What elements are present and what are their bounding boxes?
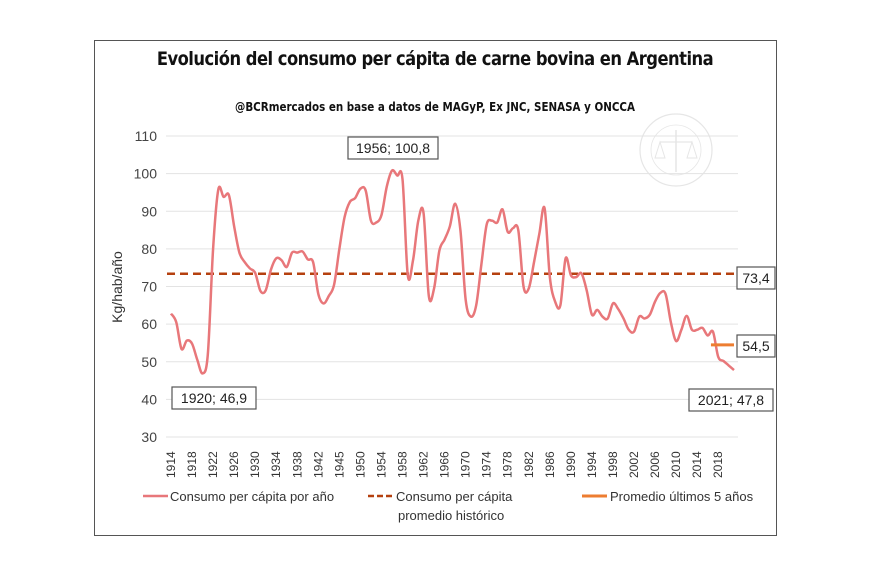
annotation-min-1920: 1920; 46,9 xyxy=(171,386,257,410)
annotations-layer: 1956; 100,8 1920; 46,9 2021; 47,8 73,4 54,5 xyxy=(171,136,776,412)
legend-item: Promedio últimos 5 años xyxy=(582,489,754,504)
legend-label: promedio histórico xyxy=(398,508,504,523)
annotation-box xyxy=(736,334,776,358)
x-tick-label: 1950 xyxy=(353,451,367,478)
annotation-last-5-years-average: 54,5 xyxy=(736,334,776,358)
annotation-label: 2021; 47,8 xyxy=(698,392,764,408)
annotation-historical-average: 73,4 xyxy=(736,266,776,290)
annotation-max-1956: 1956; 100,8 xyxy=(347,136,439,160)
y-tick-label: 50 xyxy=(141,354,157,370)
x-tick-label: 1926 xyxy=(227,451,241,478)
consumption-series-line xyxy=(169,168,735,375)
y-tick-label: 80 xyxy=(141,241,157,257)
y-axis-ticks: 30 40 50 60 70 80 90 100 110 xyxy=(134,128,158,445)
x-tick-label: 1938 xyxy=(290,451,304,478)
legend-item: Consumo per cápita por año xyxy=(143,489,334,504)
series-layer xyxy=(167,168,738,375)
y-tick-label: 70 xyxy=(141,279,157,295)
x-tick-label: 2014 xyxy=(690,451,704,478)
x-tick-label: 2002 xyxy=(627,451,641,478)
x-tick-label: 2018 xyxy=(711,451,725,478)
chart-frame xyxy=(94,40,777,536)
x-tick-label: 1994 xyxy=(585,451,599,478)
x-tick-label: 1954 xyxy=(374,451,388,478)
y-tick-label: 60 xyxy=(141,316,157,332)
y-tick-label: 40 xyxy=(141,391,157,407)
x-tick-label: 1982 xyxy=(522,451,536,478)
x-tick-label: 1990 xyxy=(564,451,578,478)
chart-subtitle: @BCRmercados en base a datos de MAGyP, E… xyxy=(234,100,636,114)
annotation-label: 73,4 xyxy=(742,270,769,286)
x-tick-label: 1970 xyxy=(459,451,473,478)
x-tick-label: 1974 xyxy=(480,451,494,478)
y-tick-label: 90 xyxy=(141,203,157,219)
annotation-box xyxy=(736,266,776,290)
x-tick-label: 1930 xyxy=(248,451,262,478)
annotation-label: 1956; 100,8 xyxy=(356,140,430,156)
x-tick-label: 1942 xyxy=(311,451,325,478)
legend: Consumo per cápita por año Consumo per cá… xyxy=(143,489,754,523)
y-tick-label: 100 xyxy=(134,166,158,182)
legend-label: Consumo per cápita xyxy=(396,489,513,504)
annotation-box xyxy=(171,386,257,410)
annotation-last-2021: 2021; 47,8 xyxy=(688,388,774,412)
annotation-box xyxy=(688,388,774,412)
x-tick-label: 2006 xyxy=(648,451,662,478)
y-axis-label: Kg/hab/año xyxy=(109,251,125,323)
legend-label: Promedio últimos 5 años xyxy=(610,489,754,504)
chart-title: Evolución del consumo per cápita de carn… xyxy=(156,48,714,70)
legend-label: Consumo per cápita por año xyxy=(170,489,334,504)
annotation-label: 54,5 xyxy=(742,338,769,354)
x-axis-ticks: 1914 1918 1922 1926 1930 1934 1938 1942 1945 1950… xyxy=(164,451,725,478)
x-tick-label: 1986 xyxy=(543,451,557,478)
x-tick-label: 1978 xyxy=(501,451,515,478)
y-tick-label: 30 xyxy=(141,429,157,445)
annotation-label: 1920; 46,9 xyxy=(181,390,247,406)
x-tick-label: 1934 xyxy=(269,451,283,478)
y-tick-label: 110 xyxy=(135,128,158,144)
x-tick-label: 2010 xyxy=(669,451,683,478)
gridlines xyxy=(166,135,738,438)
x-tick-label: 1966 xyxy=(438,451,452,478)
x-tick-label: 1922 xyxy=(206,451,220,478)
watermark-seal-icon xyxy=(639,113,713,187)
legend-item: Consumo per cápita promedio histórico xyxy=(368,489,513,523)
x-tick-label: 1998 xyxy=(606,451,620,478)
x-tick-label: 1918 xyxy=(185,451,199,478)
x-tick-label: 1945 xyxy=(332,451,346,478)
annotation-box xyxy=(347,136,439,160)
x-tick-label: 1958 xyxy=(396,451,410,478)
x-tick-label: 1914 xyxy=(164,451,178,478)
x-tick-label: 1962 xyxy=(417,451,431,478)
